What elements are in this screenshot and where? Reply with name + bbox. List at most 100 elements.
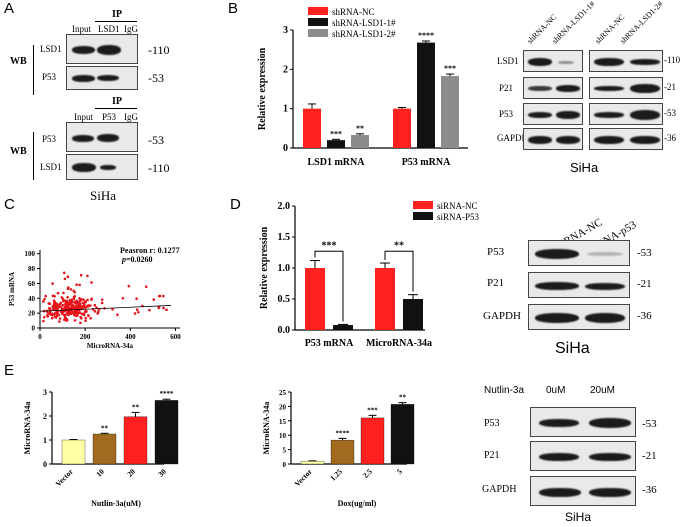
scatter-point [57,303,61,307]
mw-label: -110 [664,55,681,65]
scatter-point [121,296,125,300]
significance-label: **** [160,390,175,398]
lane-label: 20uM [590,385,616,396]
blot-strip [589,103,663,125]
lane-label: IgG [124,112,138,122]
scatter-point [86,298,89,302]
significance-label: *** [444,64,456,73]
lane-labels: shRNA-NC shRNA-LSD1-1# shRNA-NC shRNA-LS… [524,0,664,52]
blot-strip [66,34,138,64]
scatter-point [100,301,104,305]
y-axis-label: Relative expression [259,226,270,309]
x-tick-label: P53 mRNA [402,157,451,168]
wb-bracket [33,132,34,180]
bar [351,135,369,148]
scatter-point [59,302,62,305]
scatter-point [66,304,70,307]
scatter-point [80,312,84,316]
y-tick-label: 0 [32,325,36,333]
bar [441,76,459,148]
scatter-point [152,298,156,301]
scatter-point [66,275,70,279]
blot-row-label: P53 [499,109,514,119]
x-axis-label: Nutlin-3a(uM) [91,499,141,508]
scatter-point [42,315,46,319]
scatter-point [69,300,72,303]
legend-swatch [308,18,328,26]
scatter-point [71,310,75,314]
bar [330,439,355,465]
bar [417,42,435,148]
scatter-point [46,315,50,318]
panel-label-d: D [230,196,241,213]
x-tick-label: 5 [395,467,404,476]
x-tick-label: 10 [94,467,106,479]
scatter-point [127,284,131,288]
scatter-point [135,297,138,301]
scatter-point [72,295,76,299]
legend-label: shRNA-LSD1-2# [332,29,396,39]
cell-line-label: SiHa [570,160,599,175]
blot-strip [589,128,663,150]
scatter-point [78,302,82,306]
scatter-point [144,285,148,288]
cell-line-label: SiHa [90,188,116,203]
blot-strip [66,122,138,152]
y-tick-label: 1.5 [278,232,291,243]
blot-strip [523,103,583,125]
scatter-point [56,291,60,295]
scatter-point [79,273,83,277]
scatter-point [69,288,73,291]
blot-strip [530,441,636,471]
mw-label: -53 [642,418,657,430]
y-tick-label: 1 [43,436,47,445]
blot-row-label: P21 [484,450,500,461]
scatter-point [162,294,165,298]
mw-label: -36 [637,310,652,322]
scatter-point [63,313,67,317]
mw-label: -21 [637,278,652,290]
scatter-point [62,291,65,295]
y-tick-label: 25 [279,389,287,397]
blot-row-label: LSD1 [40,44,62,54]
x-tick-label: Vector [54,467,76,489]
scatter-point [61,303,65,307]
scatter-point [75,283,78,287]
x-tick-label: 2.5 [361,467,374,480]
wb-bracket [33,45,34,95]
scatter-point [100,298,104,301]
x-tick-label: 200 [80,333,91,341]
y-tick-label: 1 [283,104,288,115]
fit-line [39,305,171,312]
x-tick-label: 30 [156,467,168,479]
bar [303,108,321,148]
x-axis-label: MicroRNA-34a [87,342,134,350]
legend-swatch [413,212,433,220]
x-tick-label: P53 mRNA [305,338,354,349]
blot-strip [528,304,630,330]
scatter-point [86,274,89,278]
bar [403,299,423,330]
scatter-point [72,305,75,309]
significance-bracket [314,250,344,322]
scatter-point [73,300,77,304]
y-tick-label: 15 [279,418,287,426]
scatter-point [44,294,47,298]
scatter-point [90,281,93,284]
scatter-point [79,321,82,325]
bar [333,325,353,330]
y-tick-label: 5 [283,447,287,455]
bar [123,416,148,465]
y-tick-label: 3 [43,388,47,397]
blot-strip [523,50,583,72]
blot-strip [530,407,636,437]
y-axis-label: MicroRNA-34a [23,402,32,455]
y-tick-label: 0 [283,143,288,154]
scatter-point [162,306,165,310]
scatter-point [58,317,62,320]
panel-label-c: C [4,196,15,213]
blot-row-label: P21 [487,277,505,289]
scatter-point [54,305,58,308]
wb-label: WB [10,56,27,67]
blot-strip [523,77,583,99]
